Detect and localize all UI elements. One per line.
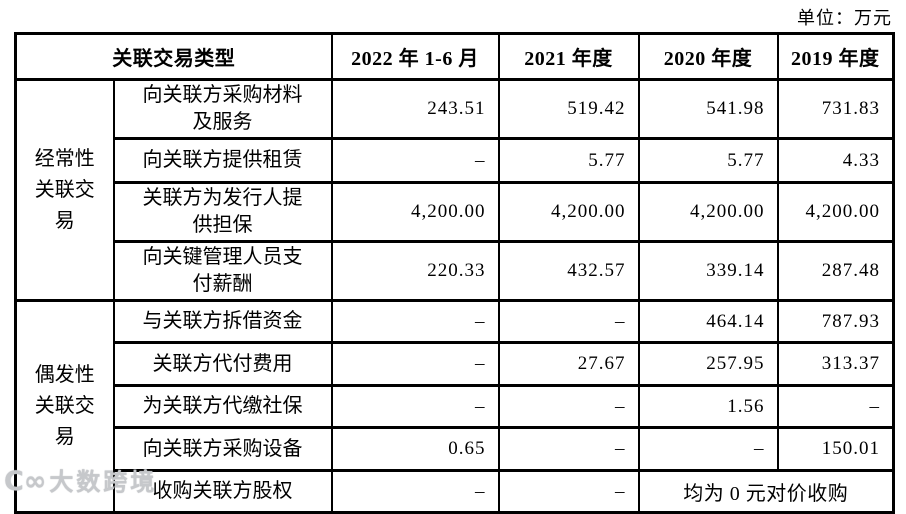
value-cell: 313.37: [776, 341, 895, 387]
type-cell: 向关联方采购设备: [112, 426, 333, 472]
value-cell: 339.14: [637, 240, 779, 302]
type-cell: 关联方为发行人提供担保: [112, 181, 333, 243]
header-row: 关联交易类型 2022 年 1-6 月 2021 年度 2020 年度 2019…: [14, 32, 895, 81]
value-cell: 287.48: [776, 240, 895, 302]
value-cell: –: [330, 299, 500, 344]
value-cell: 220.33: [330, 240, 500, 302]
value-cell: –: [637, 426, 779, 472]
unit-label: 单位：万元: [797, 8, 892, 28]
value-cell: 787.93: [776, 299, 895, 344]
table-row: 经常性关联交易 向关联方采购材料及服务 243.51 519.42 541.98…: [14, 78, 895, 302]
type-cell: 向关键管理人员支付薪酬: [112, 240, 333, 302]
group-cell-recurring: 经常性关联交易: [14, 78, 115, 302]
type-cell: 为关联方代缴社保: [112, 384, 333, 429]
value-cell: 0.65: [330, 426, 500, 472]
value-cell: 1.56: [637, 384, 779, 429]
table-row: 向关联方采购设备 0.65 – – 150.01: [16, 426, 895, 472]
table-row: 为关联方代缴社保 – – 1.56 –: [16, 384, 895, 429]
value-cell: –: [330, 341, 500, 387]
value-cell: 243.51: [330, 78, 500, 140]
value-cell: –: [497, 299, 640, 344]
type-cell: 关联方代付费用: [112, 341, 333, 387]
value-cell: 4,200.00: [776, 181, 895, 243]
value-cell: 5.77: [497, 137, 640, 184]
value-cell: 432.57: [497, 240, 640, 302]
value-cell: 4,200.00: [637, 181, 779, 243]
merged-note-cell: 均为 0 元对价收购: [637, 469, 895, 514]
value-cell: –: [497, 469, 640, 514]
header-period-2021: 2021 年度: [497, 32, 640, 81]
type-cell: 向关联方提供租赁: [112, 137, 333, 184]
value-cell: 731.83: [776, 78, 895, 140]
value-cell: –: [497, 384, 640, 429]
value-cell: –: [330, 137, 500, 184]
group-cell-occasional: 偶发性关联交易: [14, 299, 115, 514]
value-cell: 541.98: [637, 78, 779, 140]
table-row: 向关联方提供租赁 – 5.77 5.77 4.33: [16, 137, 895, 184]
value-cell: 27.67: [497, 341, 640, 387]
value-cell: –: [776, 384, 895, 429]
type-cell: 向关联方采购材料及服务: [112, 78, 333, 140]
value-cell: 150.01: [776, 426, 895, 472]
value-cell: 257.95: [637, 341, 779, 387]
value-cell: 464.14: [637, 299, 779, 344]
value-cell: –: [330, 469, 500, 514]
table-row: 收购关联方股权 – – 均为 0 元对价收购: [16, 469, 895, 514]
value-cell: –: [330, 384, 500, 429]
value-cell: 4.33: [776, 137, 895, 184]
header-period-2019: 2019 年度: [776, 32, 895, 81]
type-cell: 与关联方拆借资金: [112, 299, 333, 344]
value-cell: 519.42: [497, 78, 640, 140]
value-cell: 4,200.00: [497, 181, 640, 243]
value-cell: 4,200.00: [330, 181, 500, 243]
table-row: 向关键管理人员支付薪酬 220.33 432.57 339.14 287.48: [16, 240, 895, 302]
related-transactions-table: 关联交易类型 2022 年 1-6 月 2021 年度 2020 年度 2019…: [14, 32, 895, 514]
header-period-2022: 2022 年 1-6 月: [330, 32, 500, 81]
table-row: 关联方为发行人提供担保 4,200.00 4,200.00 4,200.00 4…: [16, 181, 895, 243]
table-row: 偶发性关联交易 与关联方拆借资金 – – 464.14 787.93: [14, 299, 895, 514]
value-cell: 5.77: [637, 137, 779, 184]
table-row: 关联方代付费用 – 27.67 257.95 313.37: [16, 341, 895, 387]
type-cell: 收购关联方股权: [112, 469, 333, 514]
header-period-2020: 2020 年度: [637, 32, 779, 81]
header-transaction-type: 关联交易类型: [14, 32, 333, 81]
value-cell: –: [497, 426, 640, 472]
